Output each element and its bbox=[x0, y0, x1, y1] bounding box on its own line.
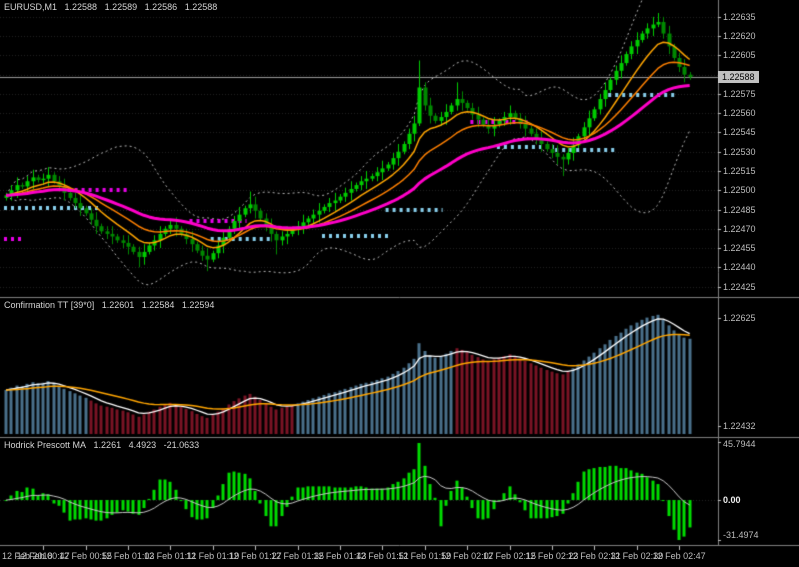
ohlc-low: 1.22586 bbox=[144, 2, 178, 12]
confirmation-value-1: 1.22601 bbox=[101, 300, 135, 310]
current-price-badge: 1.22588 bbox=[718, 71, 759, 83]
hodrick-value-1: 1.2261 bbox=[93, 440, 122, 450]
confirmation-indicator-header: Confirmation TT [39*0] 1.22601 1.22584 1… bbox=[4, 300, 219, 310]
hodrick-indicator-title: Hodrick Prescott MA bbox=[4, 440, 87, 450]
ohlc-open: 1.22588 bbox=[64, 2, 98, 12]
confirmation-indicator-title: Confirmation TT [39*0] bbox=[4, 300, 95, 310]
ohlc-close: 1.22588 bbox=[184, 2, 218, 12]
ohlc-high: 1.22589 bbox=[104, 2, 138, 12]
confirmation-value-2: 1.22584 bbox=[141, 300, 175, 310]
hodrick-value-2: 4.4923 bbox=[128, 440, 157, 450]
hodrick-value-3: -21.0633 bbox=[163, 440, 200, 450]
chart-symbol-header: EURUSD,M1 1.22588 1.22589 1.22586 1.2258… bbox=[4, 2, 222, 12]
confirmation-value-3: 1.22594 bbox=[181, 300, 215, 310]
symbol-timeframe-label: EURUSD,M1 bbox=[4, 2, 58, 12]
hodrick-indicator-header: Hodrick Prescott MA 1.2261 4.4923 -21.06… bbox=[4, 440, 204, 450]
